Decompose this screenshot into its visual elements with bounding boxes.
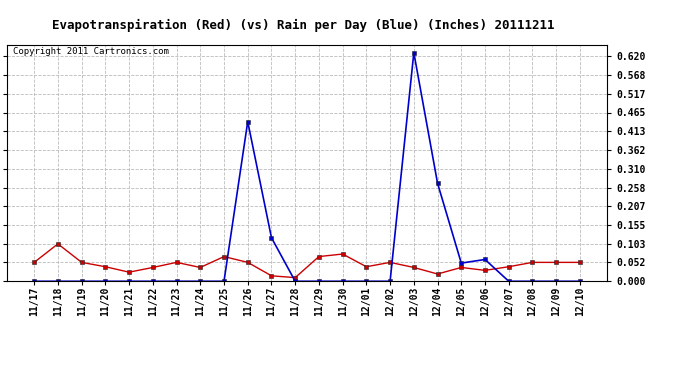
Text: Copyright 2011 Cartronics.com: Copyright 2011 Cartronics.com [13,47,169,56]
Text: Evapotranspiration (Red) (vs) Rain per Day (Blue) (Inches) 20111211: Evapotranspiration (Red) (vs) Rain per D… [52,19,555,32]
